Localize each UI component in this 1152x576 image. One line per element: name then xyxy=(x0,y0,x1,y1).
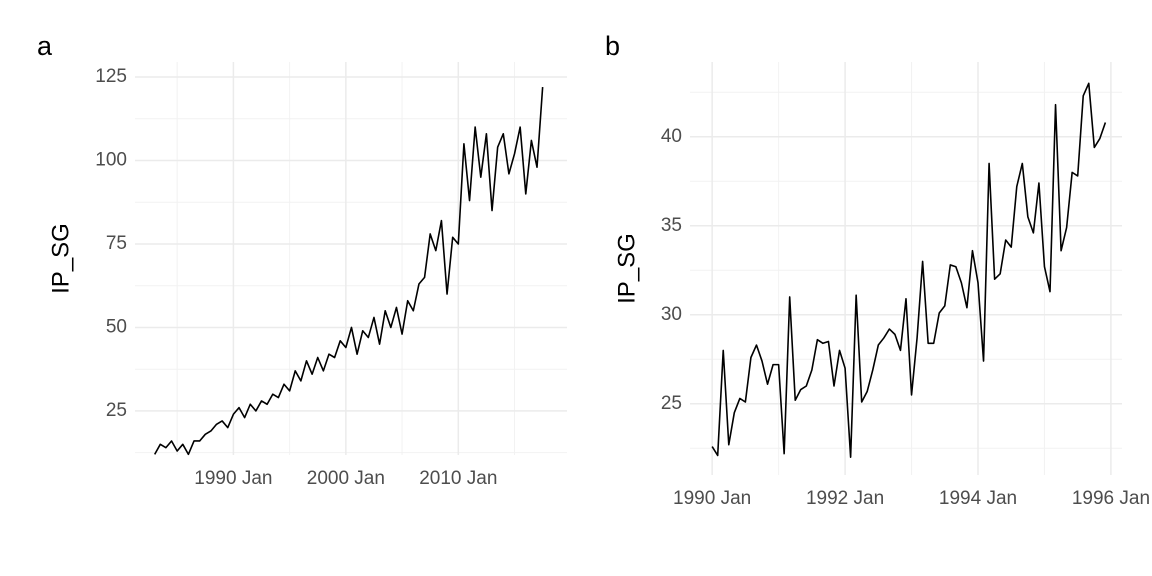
y-tick-label: 25 xyxy=(661,393,682,414)
series-line xyxy=(153,86,544,456)
y-tick-label: 50 xyxy=(106,316,127,337)
x-tick-label: 1992 Jan xyxy=(806,488,884,509)
x-tick-label: 1996 Jan xyxy=(1072,488,1150,509)
x-tick-label: 1990 Jan xyxy=(194,468,272,489)
y-axis-title: IP_SG xyxy=(613,233,640,304)
series-line xyxy=(711,82,1107,458)
y-tick-label: 25 xyxy=(106,400,127,421)
y-tick-label: 35 xyxy=(661,215,682,236)
panel-tag: b xyxy=(605,31,620,61)
x-tick-label: 1994 Jan xyxy=(939,488,1017,509)
panel: 25 30 35 40 1990 Jan 1992 Jan 1994 Jan 1996 Jan xyxy=(661,62,1150,509)
panel: 25 50 75 100 125 1990 Jan 2000 Jan 2010 Jan xyxy=(95,62,567,489)
y-tick-label: 30 xyxy=(661,304,682,325)
panel-tag: a xyxy=(37,31,53,61)
y-tick-label: 125 xyxy=(95,66,127,87)
x-tick-label: 2010 Jan xyxy=(419,468,497,489)
y-tick-label: 40 xyxy=(661,126,682,147)
x-tick-label: 2000 Jan xyxy=(307,468,385,489)
y-tick-label: 75 xyxy=(106,233,127,254)
x-tick-label: 1990 Jan xyxy=(673,488,751,509)
y-tick-label: 100 xyxy=(95,150,127,171)
y-axis-title: IP_SG xyxy=(47,223,74,294)
